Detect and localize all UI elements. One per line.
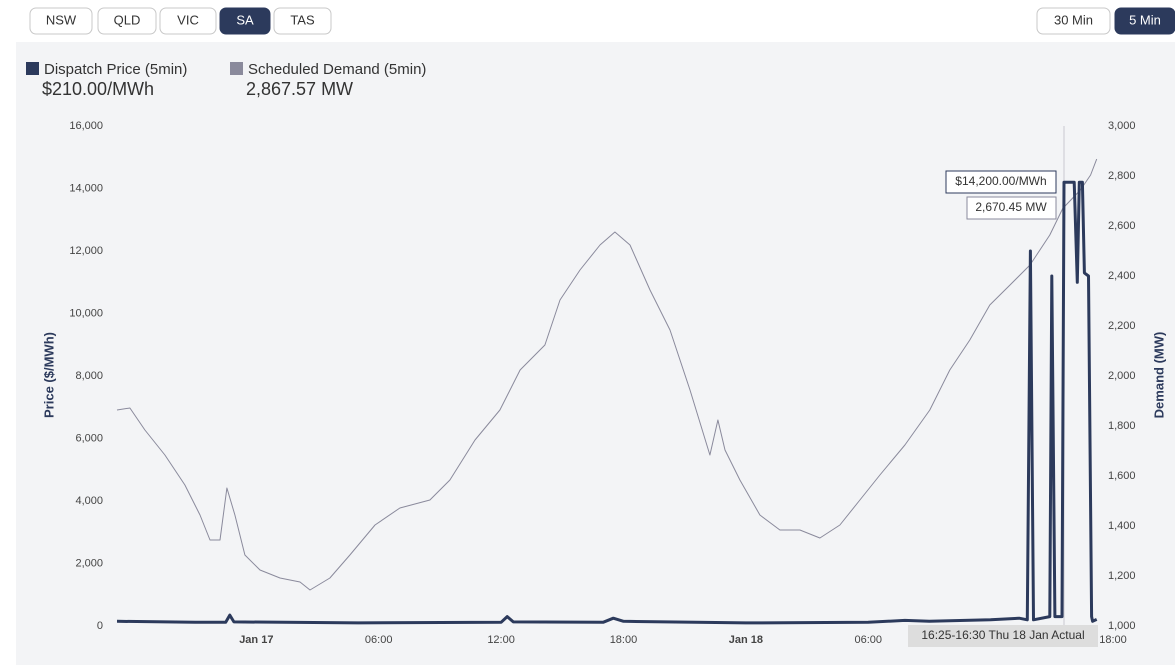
button-label: QLD (114, 12, 141, 27)
button-label: NSW (46, 12, 77, 27)
series-line (116, 180, 1098, 625)
button-bg (219, 7, 271, 35)
button-bg (1036, 7, 1111, 35)
y-tick-label: 12,000 (69, 245, 103, 257)
y-tick-label: 10,000 (69, 307, 103, 319)
tab-button[interactable]: 5 Min (1114, 7, 1175, 35)
legend-swatch (26, 62, 39, 75)
y-tick-label: 0 (97, 620, 103, 632)
y2-tick-label: 1,600 (1108, 470, 1136, 482)
chart-panel (16, 42, 1175, 665)
y2-tick-label: 1,000 (1108, 620, 1136, 632)
button-bg (97, 7, 157, 35)
legend-value: $210.00/MWh (42, 79, 154, 99)
button-label: TAS (290, 12, 315, 27)
y2-tick-label: 1,400 (1108, 520, 1136, 532)
tooltip-price: $14,200.00/MWh (955, 174, 1046, 188)
x-tick-label: 18:00 (610, 634, 638, 646)
tooltip-demand: 2,670.45 MW (975, 200, 1047, 214)
button-bg (1114, 7, 1175, 35)
tooltip-time: 16:25-16:30 Thu 18 Jan Actual (921, 628, 1084, 642)
y2-tick-label: 2,800 (1108, 170, 1136, 182)
tab-button[interactable]: SA (219, 7, 271, 35)
y2-tick-label: 2,400 (1108, 270, 1136, 282)
y2-tick-label: 1,200 (1108, 570, 1136, 582)
button-bg (29, 7, 93, 35)
legend-value: 2,867.57 MW (246, 79, 353, 99)
tab-button[interactable]: VIC (159, 7, 217, 35)
x-tick-label: 18:00 (1099, 634, 1127, 646)
button-label: 30 Min (1054, 12, 1093, 27)
tab-button[interactable]: NSW (29, 7, 93, 35)
x-tick-label: 06:00 (854, 634, 882, 646)
y2-tick-label: 2,600 (1108, 220, 1136, 232)
button-label: 5 Min (1129, 12, 1161, 27)
tab-button[interactable]: 30 Min (1036, 7, 1111, 35)
tooltip: $14,200.00/MWh 2,670.45 MW 16:25-16:30 T… (908, 170, 1098, 647)
legend-label: Dispatch Price (5min) (44, 61, 187, 78)
tab-button[interactable]: TAS (273, 7, 332, 35)
x-tick-label: Jan 17 (239, 634, 273, 646)
series-line (116, 158, 1098, 591)
y2-axis-title: Demand (MW) (1151, 332, 1166, 419)
y2-tick-label: 2,000 (1108, 370, 1136, 382)
y-tick-label: 8,000 (75, 370, 103, 382)
y-tick-label: 16,000 (69, 120, 103, 132)
tooltip-box (945, 170, 1057, 194)
button-label: VIC (177, 12, 199, 27)
y-tick-label: 4,000 (75, 495, 103, 507)
legend-swatch (230, 62, 243, 75)
tooltip-box (966, 196, 1057, 220)
y-tick-label: 14,000 (69, 182, 103, 194)
x-tick-label: Jan 18 (729, 634, 763, 646)
tooltip-box (908, 625, 1098, 647)
y-tick-label: 6,000 (75, 432, 103, 444)
legend-label: Scheduled Demand (5min) (248, 61, 426, 78)
x-tick-label: 06:00 (365, 634, 393, 646)
button-bg (273, 7, 332, 35)
button-bg (159, 7, 217, 35)
y2-tick-label: 1,800 (1108, 420, 1136, 432)
y-tick-label: 2,000 (75, 557, 103, 569)
tab-button[interactable]: QLD (97, 7, 157, 35)
y2-tick-label: 3,000 (1108, 120, 1136, 132)
y2-tick-label: 2,200 (1108, 320, 1136, 332)
x-tick-label: 12:00 (487, 634, 515, 646)
y-axis-title: Price ($/MWh) (41, 332, 56, 418)
button-label: SA (236, 12, 254, 27)
